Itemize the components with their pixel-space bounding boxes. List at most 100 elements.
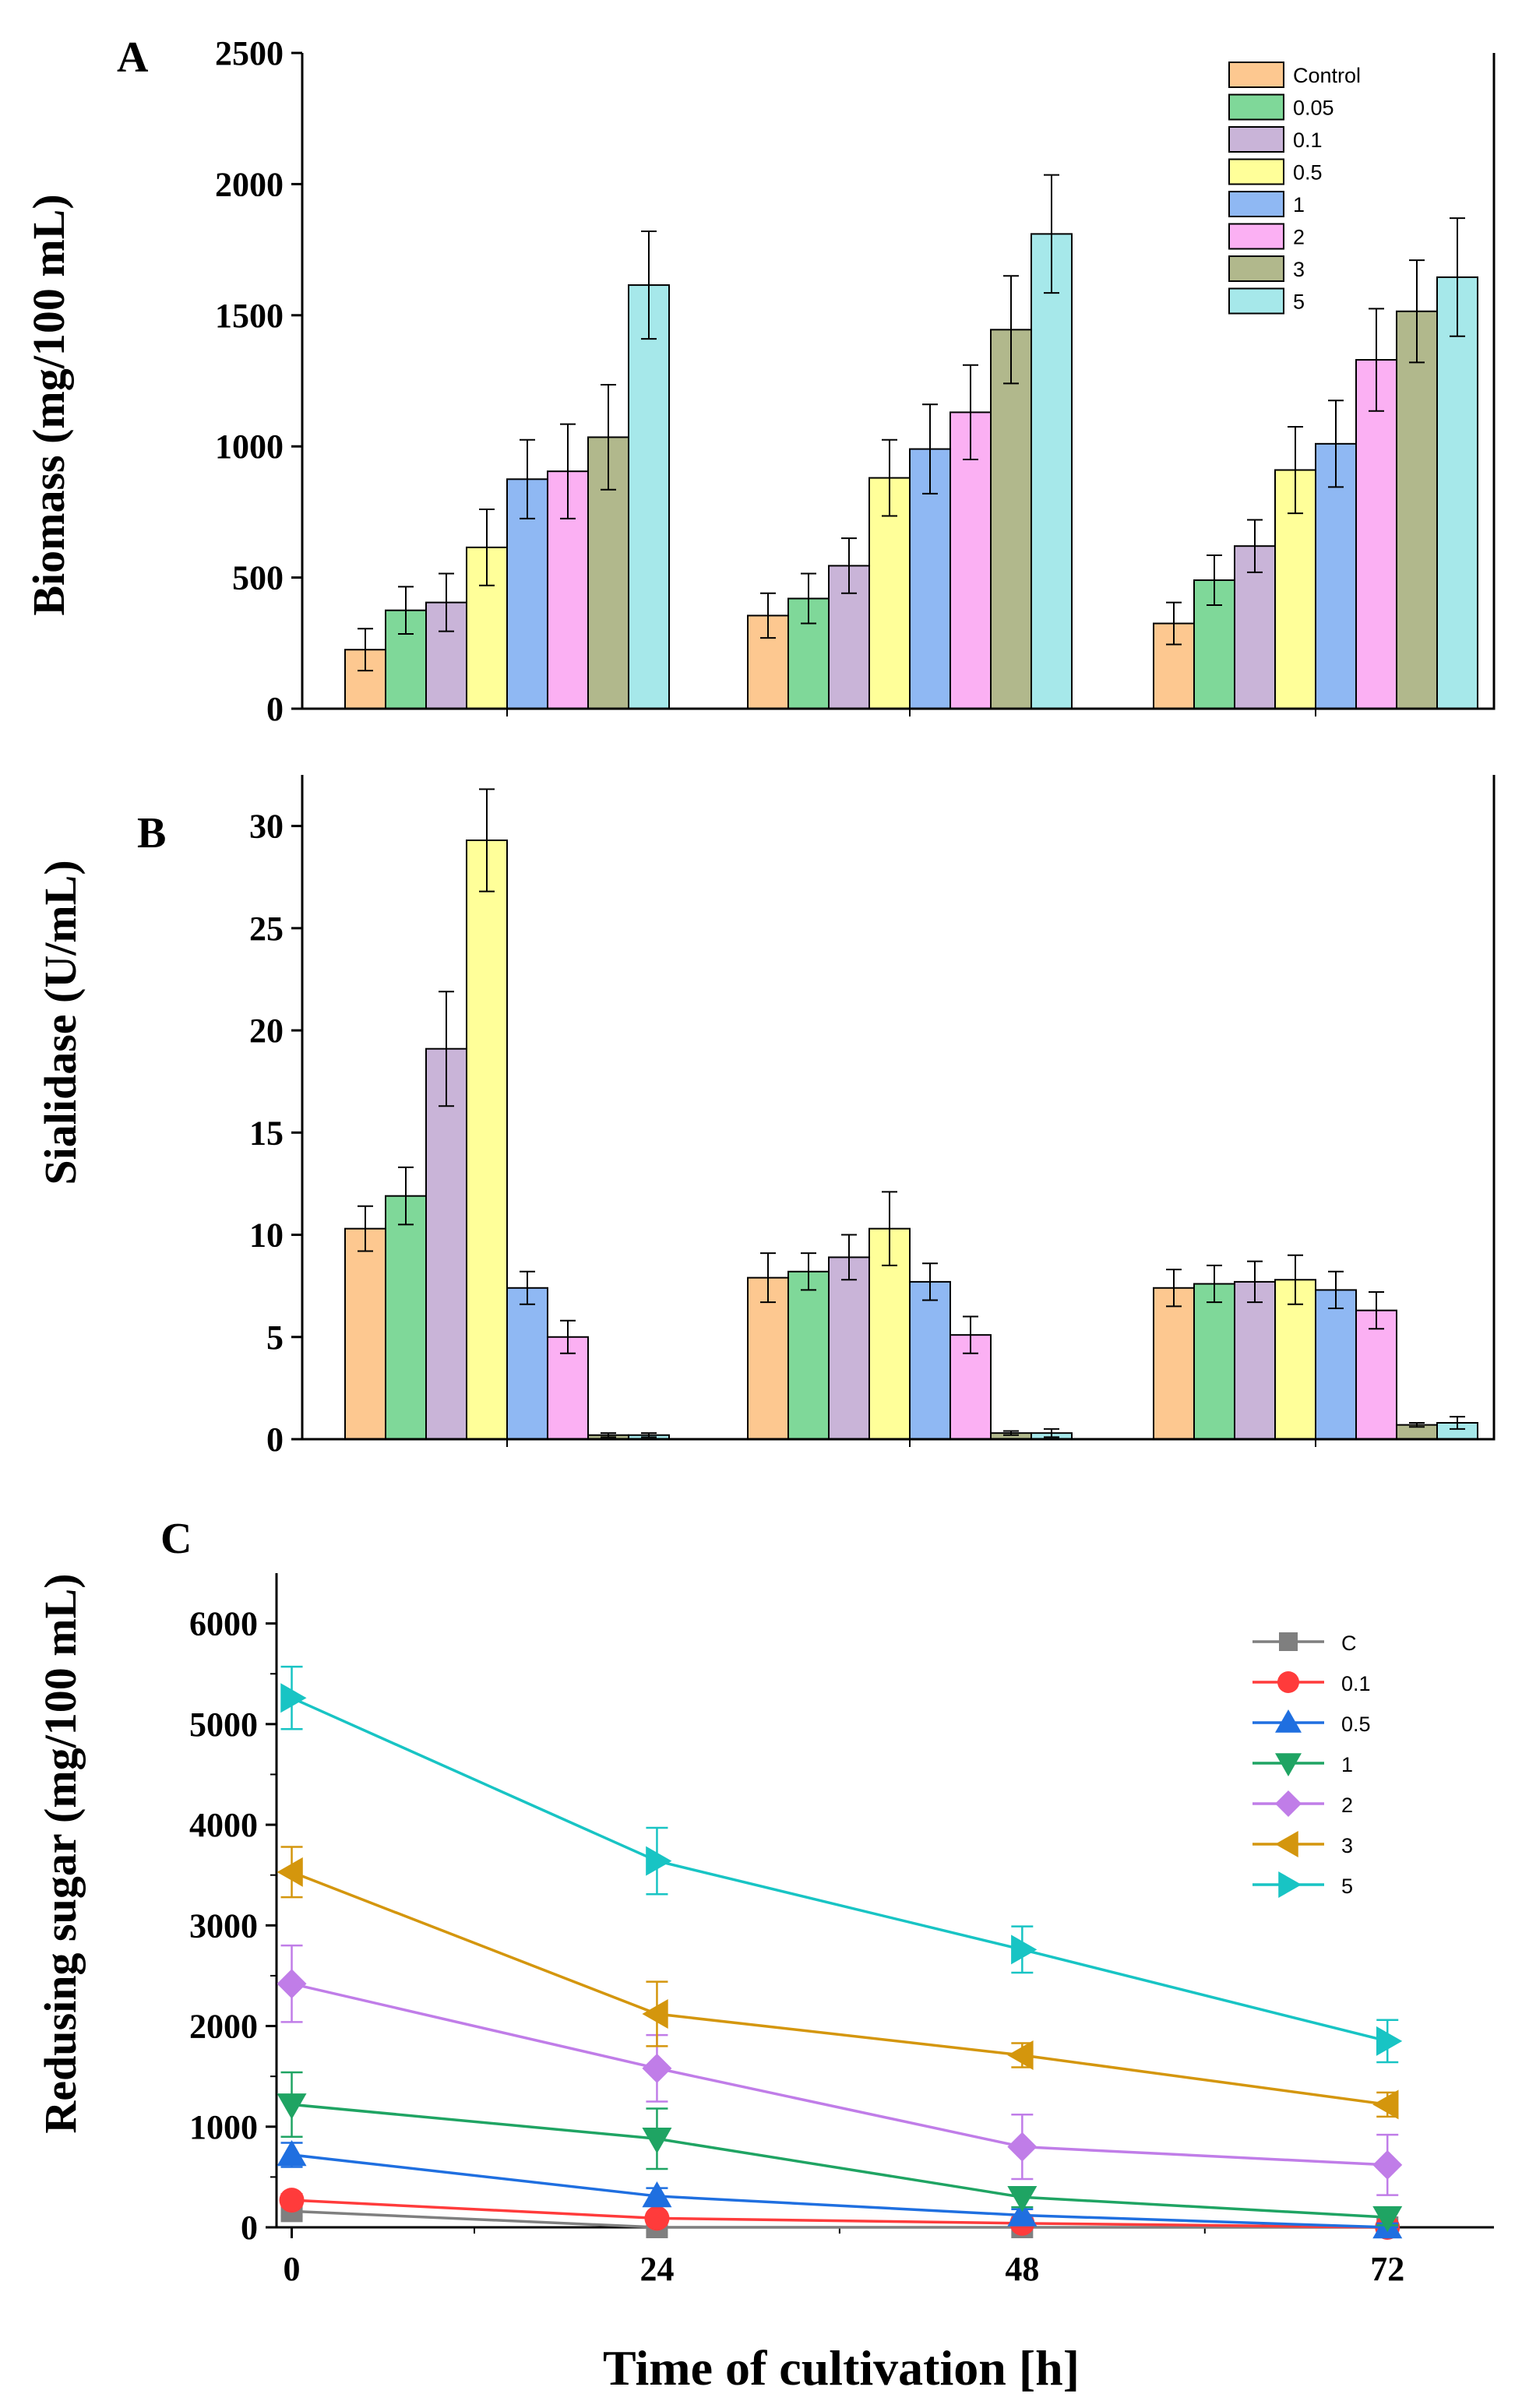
a-error-bar-control-g2 [760,592,776,639]
legend-entry-control: Control [1228,62,1361,88]
c-legend-marker [1275,1790,1302,1817]
a-bar-5-g3 [1436,276,1478,709]
b-error-bar-3-g3 [1409,1422,1425,1428]
b-error-bar-5-g1 [641,1432,657,1438]
c-point-0_5 [642,2181,672,2208]
c-legend-marker [1275,1753,1302,1776]
b-y-tick-label: 30 [249,808,284,846]
legend-label: 0.5 [1293,161,1323,185]
legend-label: 2 [1293,226,1305,249]
c-legend-entry-0_1: 0.1 [1252,1671,1371,1695]
c-legend-entry-0_5: 0.5 [1252,1709,1371,1736]
a-error-bar-1-g3 [1328,400,1344,488]
c-x-tick-label: 24 [639,2250,674,2288]
b-error-bar-control-g2 [760,1252,776,1304]
c-legend-label: 3 [1341,1834,1353,1857]
b-bar-control-g3 [1153,1287,1195,1440]
panel-b-bars [344,788,1478,1441]
legend-swatch [1228,158,1284,185]
b-error-bar-0_05-g3 [1207,1264,1222,1304]
c-point-2 [1372,2149,1403,2180]
a-error-bar-5-g1 [641,231,657,340]
a-error-bar-2-g1 [560,423,576,519]
c-legend-entry-c: C [1252,1632,1357,1655]
panel-a: A Biomass (mg/100 mL) 050010001500200025… [23,33,1496,728]
panel-a-letter: A [117,33,149,82]
b-bar-0_5-g1 [466,839,508,1440]
b-error-bar-0_5-g3 [1288,1254,1303,1305]
b-y-tick-label: 20 [249,1012,284,1050]
a-bar-2-g3 [1355,359,1397,709]
a-error-bar-3-g2 [1003,275,1019,385]
a-bar-5-g1 [628,284,670,709]
a-error-bar-1-g1 [520,438,535,519]
c-legend-marker [1275,1831,1298,1857]
c-point-5 [1011,1934,1038,1965]
c-legend-label: 1 [1341,1753,1353,1776]
a-error-bar-2-g3 [1369,308,1384,412]
b-error-bar-0_1-g1 [439,991,454,1107]
a-bar-3-g3 [1396,310,1438,709]
legend-swatch [1228,126,1284,153]
legend-label: 5 [1293,290,1305,314]
b-bar-0_05-g2 [787,1270,830,1440]
c-point-5 [1376,2026,1403,2056]
c-legend-label: 0.5 [1341,1713,1371,1736]
c-legend-marker [1275,1709,1302,1733]
legend-entry-1: 1 [1228,191,1305,217]
legend-swatch [1228,255,1284,282]
c-legend-marker [1278,1871,1302,1898]
a-error-bar-3-g3 [1409,259,1425,364]
b-y-tick-label: 25 [249,910,284,948]
c-point-0_5 [1007,2200,1038,2227]
b-y-tick-label: 15 [249,1114,284,1152]
legend-label: Control [1293,64,1361,87]
c-point-0_1 [279,2188,305,2213]
legend-label: 1 [1293,193,1305,217]
b-error-bar-3-g2 [1003,1430,1019,1436]
b-bar-0_1-g2 [828,1256,870,1440]
panel-b: B Sialidase (U/mL) 0 5 10 15 20 25 30 [35,775,1496,1459]
panel-b-axes: 0 5 10 15 20 25 30 [249,775,1496,1459]
b-bar-0_5-g3 [1274,1279,1316,1441]
panel-a-legend: Control 0.05 0.1 0.5 1 2 3 5 [1228,62,1361,315]
b-y-tick-label: 5 [266,1318,284,1357]
c-line-0_1 [291,2199,1388,2229]
c-point-1 [1372,2206,1403,2233]
c-series-5 [280,1665,1403,2064]
c-legend-marker [1277,1671,1299,1693]
a-error-bar-0_05-g3 [1207,554,1222,606]
b-bar-0_1-g3 [1234,1280,1276,1441]
a-bar-5-g2 [1031,233,1073,709]
c-legend-label: C [1341,1632,1357,1655]
b-error-bar-0_1-g3 [1247,1260,1263,1304]
a-error-bar-0_5-g3 [1288,425,1303,515]
legend-label: 0.1 [1293,128,1323,152]
c-point-3 [642,1999,668,2030]
c-y-tick-label: 4000 [189,1806,258,1844]
b-bar-0_05-g3 [1193,1283,1235,1440]
c-line-5 [291,1696,1388,2043]
b-error-bar-1-g2 [922,1262,938,1301]
a-error-bar-0_1-g1 [439,572,454,632]
c-x-tick-label: 48 [1005,2250,1039,2288]
x-axis-title: Time of cultivation [h] [603,2340,1080,2396]
b-bar-control-g2 [747,1276,789,1441]
a-error-bar-0_05-g2 [801,572,816,625]
a-bar-3-g2 [990,329,1032,709]
a-error-bar-0_05-g1 [398,586,414,635]
c-y-tick-label: 6000 [189,1605,258,1643]
b-error-bar-2-g1 [560,1319,576,1354]
a-error-bar-control-g1 [358,628,373,672]
c-y-tick-label: 2000 [189,2008,258,2046]
b-error-bar-0_1-g2 [841,1234,857,1281]
c-point-0_5 [277,2139,307,2167]
c-y-tick-label: 1000 [189,2108,258,2146]
a-y-tick-label: 1000 [215,428,284,466]
b-error-bar-2-g2 [963,1315,978,1354]
panel-b-letter: B [137,809,166,857]
panel-c-legend: C 0.1 0.5 1 2 3 5 [1252,1632,1371,1898]
a-y-tick-label: 500 [232,559,284,597]
c-point-2 [277,1969,307,1999]
legend-swatch [1228,93,1284,121]
